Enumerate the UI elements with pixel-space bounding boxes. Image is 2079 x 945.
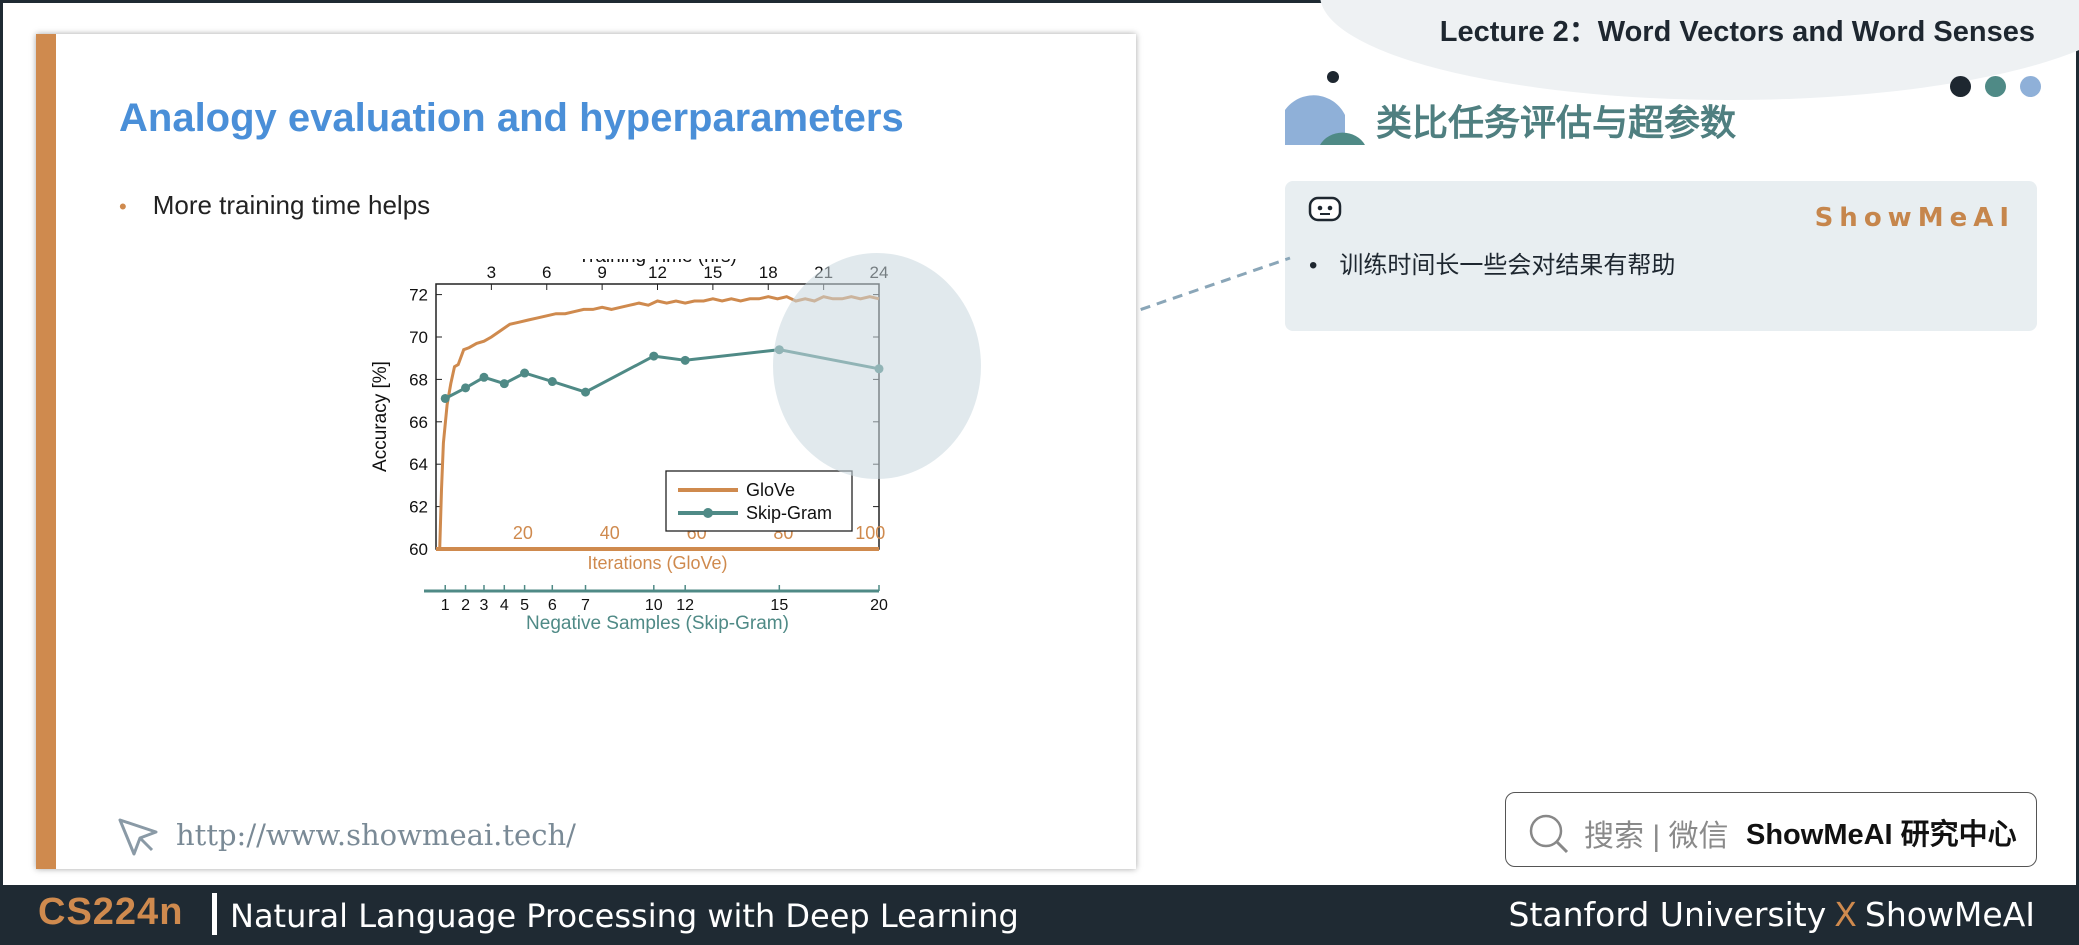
search-icon <box>1529 814 1569 854</box>
dot-teal <box>1985 76 2006 97</box>
search-hint: 搜索 | 微信 <box>1584 820 1729 853</box>
slide-bullet-text: More training time helps <box>152 190 431 220</box>
org-stanford: Stanford University <box>1508 895 1827 934</box>
footer-orgs: Stanford University X ShowMeAI <box>1509 895 2035 934</box>
y-tick-label: 60 <box>409 540 428 559</box>
skipgram-tick-label: 7 <box>581 597 590 614</box>
y-tick-label: 62 <box>409 498 428 517</box>
skipgram-tick-label: 2 <box>461 597 470 614</box>
top-tick-label: 18 <box>759 263 778 282</box>
y-tick-label: 68 <box>409 370 428 389</box>
website-link[interactable]: http://www.showmeai.tech/ <box>116 814 576 860</box>
dot-blue <box>2020 76 2041 97</box>
lecture-title: Lecture 2：Word Vectors and Word Senses <box>1439 16 2035 48</box>
course-description: Natural Language Processing with Deep Le… <box>230 897 1019 935</box>
title-decoration-icon <box>1285 71 1365 145</box>
zoom-circle <box>773 253 981 479</box>
skipgram-tick-label: 15 <box>770 597 788 614</box>
skipgram-tick-label: 12 <box>676 597 694 614</box>
top-tick-label: 3 <box>487 263 496 282</box>
skipgram-point <box>520 368 530 378</box>
top-tick-label: 15 <box>703 263 722 282</box>
dot-dark <box>1950 76 1971 97</box>
glove-tick-label: 40 <box>600 523 620 543</box>
slide-panel: Analogy evaluation and hyperparameters •… <box>36 34 1136 869</box>
slide-bullet: • More training time helps <box>119 190 431 220</box>
brand-label: ShowMeAI <box>1814 203 2015 233</box>
y-tick-label: 70 <box>409 328 428 347</box>
skipgram-point <box>649 351 659 361</box>
y-tick-label: 66 <box>409 413 428 432</box>
org-x: X <box>1834 895 1857 934</box>
y-axis-label: Accuracy [%] <box>370 361 391 472</box>
cursor-icon <box>118 818 158 856</box>
top-axis-label: Training Time (hrs) <box>578 259 737 267</box>
skipgram-point <box>499 379 509 389</box>
top-tick-label: 6 <box>542 263 551 282</box>
skipgram-point <box>581 387 591 397</box>
y-tick-label: 72 <box>409 286 428 305</box>
note-card: ShowMeAI • 训练时间长一些会对结果有帮助 <box>1285 181 2037 331</box>
search-box[interactable]: 搜索 | 微信 ShowMeAI 研究中心 <box>1505 792 2037 867</box>
legend-skipgram-label: Skip-Gram <box>746 503 832 523</box>
decoration-dots <box>1950 76 2055 102</box>
slide-accent-bar <box>36 34 56 869</box>
skipgram-tick-label: 3 <box>480 597 489 614</box>
skipgram-point <box>680 355 690 365</box>
slide-title: Analogy evaluation and hyperparameters <box>119 96 904 140</box>
skipgram-point <box>461 383 471 393</box>
footer-bar: CS224n Natural Language Processing with … <box>0 885 2079 945</box>
skipgram-point <box>479 372 489 382</box>
skipgram-tick-label: 5 <box>520 597 529 614</box>
glove-axis-label: Iterations (GloVe) <box>587 553 727 573</box>
skipgram-axis-label: Negative Samples (Skip-Gram) <box>526 613 789 634</box>
skipgram-point <box>547 377 557 387</box>
skipgram-tick-label: 10 <box>645 597 663 614</box>
robot-icon <box>1308 196 1342 222</box>
card-bullet: • 训练时间长一些会对结果有帮助 <box>1309 252 1676 279</box>
footer-separator <box>212 893 217 935</box>
top-tick-label: 12 <box>648 263 667 282</box>
top-tick-label: 9 <box>597 263 606 282</box>
cn-section-title: 类比任务评估与超参数 <box>1376 102 1737 143</box>
course-code: CS224n <box>38 891 184 933</box>
glove-tick-label: 20 <box>513 523 533 543</box>
website-url: http://www.showmeai.tech/ <box>176 818 576 852</box>
legend-box <box>665 470 853 532</box>
search-name: ShowMeAI 研究中心 <box>1746 819 2017 851</box>
org-showmeai: ShowMeAI <box>1864 895 2035 934</box>
legend-glove-label: GloVe <box>746 480 795 500</box>
skipgram-tick-label: 6 <box>548 597 557 614</box>
skipgram-tick-label: 4 <box>500 597 509 614</box>
skipgram-tick-label: 1 <box>441 597 450 614</box>
skipgram-tick-label: 20 <box>870 597 888 614</box>
card-bullet-text: 训练时间长一些会对结果有帮助 <box>1339 252 1676 279</box>
skipgram-point <box>440 393 450 403</box>
glove-tick-label: 100 <box>855 523 885 543</box>
y-tick-label: 64 <box>409 455 428 474</box>
legend-skipgram-marker <box>703 508 713 518</box>
